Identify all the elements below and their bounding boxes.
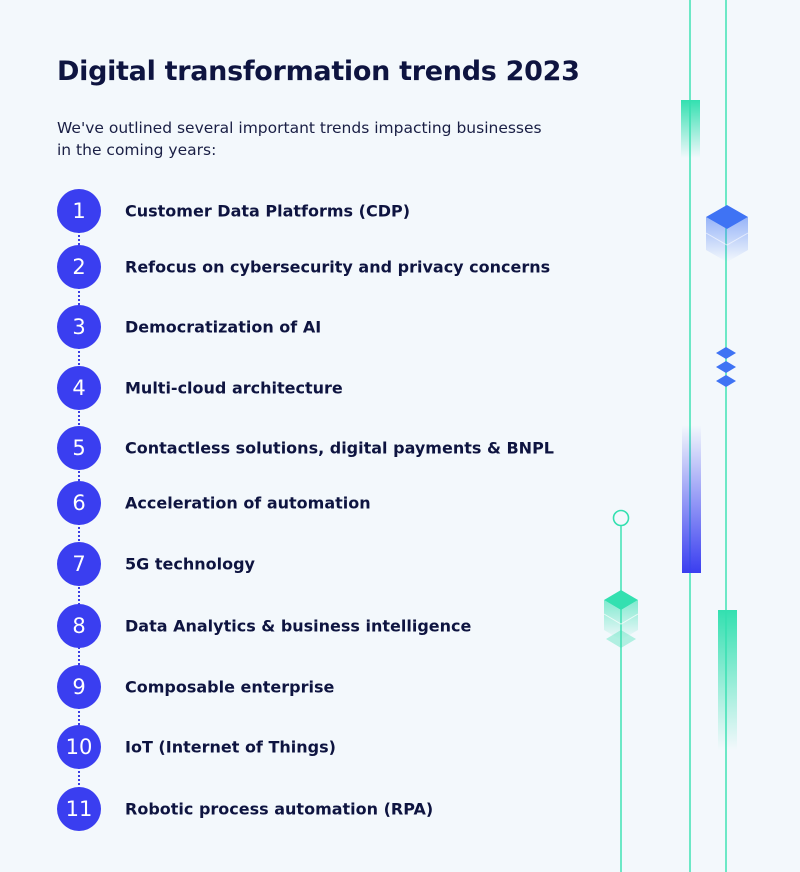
page-title: Digital transformation trends 2023 bbox=[57, 56, 580, 87]
trend-item: 9 Composable enterprise bbox=[57, 665, 334, 709]
trend-item: 5 Contactless solutions, digital payment… bbox=[57, 426, 554, 470]
trend-label: Robotic process automation (RPA) bbox=[125, 799, 434, 819]
ring-node-icon bbox=[612, 509, 630, 527]
blue-gradient-bar bbox=[682, 425, 701, 573]
trend-label: Refocus on cybersecurity and privacy con… bbox=[125, 257, 551, 277]
trend-number-badge: 6 bbox=[57, 481, 101, 525]
trend-label: Customer Data Platforms (CDP) bbox=[125, 201, 411, 221]
trend-number-badge: 1 bbox=[57, 189, 101, 233]
trend-label: 5G technology bbox=[125, 554, 255, 574]
intro-text: We've outlined several important trends … bbox=[57, 119, 542, 159]
trend-label: Contactless solutions, digital payments … bbox=[125, 438, 554, 458]
teal-cube-icon bbox=[603, 590, 639, 648]
trend-item: 8 Data Analytics & business intelligence bbox=[57, 604, 471, 648]
trend-item: 7 5G technology bbox=[57, 542, 255, 586]
trend-item: 2 Refocus on cybersecurity and privacy c… bbox=[57, 245, 550, 289]
trend-label: Acceleration of automation bbox=[125, 493, 371, 513]
trend-number-badge: 8 bbox=[57, 604, 101, 648]
trend-label: IoT (Internet of Things) bbox=[125, 737, 336, 757]
trend-number-badge: 4 bbox=[57, 366, 101, 410]
trend-item: 11 Robotic process automation (RPA) bbox=[57, 787, 433, 831]
teal-gradient-bar bbox=[681, 100, 700, 158]
teal-gradient-bar bbox=[718, 610, 737, 750]
trend-number-badge: 11 bbox=[57, 787, 101, 831]
trend-label: Democratization of AI bbox=[125, 317, 322, 337]
trend-number-badge: 10 bbox=[57, 725, 101, 769]
trend-number-badge: 5 bbox=[57, 426, 101, 470]
trend-label: Data Analytics & business intelligence bbox=[125, 616, 472, 636]
blue-cube-icon bbox=[705, 205, 749, 262]
trend-number-badge: 7 bbox=[57, 542, 101, 586]
trend-item: 1 Customer Data Platforms (CDP) bbox=[57, 189, 410, 233]
trend-number-badge: 9 bbox=[57, 665, 101, 709]
diamond-stack-icon bbox=[716, 347, 736, 387]
trend-item: 3 Democratization of AI bbox=[57, 305, 321, 349]
trend-number-badge: 3 bbox=[57, 305, 101, 349]
trend-item: 6 Acceleration of automation bbox=[57, 481, 371, 525]
trend-number-badge: 2 bbox=[57, 245, 101, 289]
trend-label: Composable enterprise bbox=[125, 677, 335, 697]
trend-item: 4 Multi-cloud architecture bbox=[57, 366, 343, 410]
trend-label: Multi-cloud architecture bbox=[125, 378, 343, 398]
trend-item: 10 IoT (Internet of Things) bbox=[57, 725, 336, 769]
